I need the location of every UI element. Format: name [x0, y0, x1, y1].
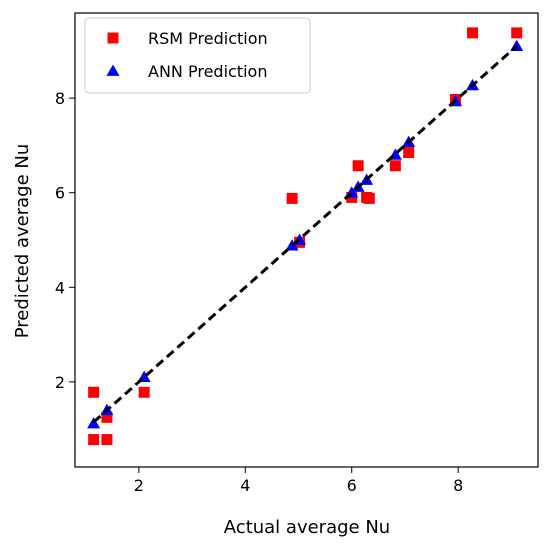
x-axis-label: Actual average Nu [224, 517, 390, 538]
reference-line [92, 44, 518, 424]
rsm-point [352, 160, 364, 172]
x-tick-label: 6 [347, 476, 357, 495]
x-tick-label: 8 [453, 476, 463, 495]
rsm-point [389, 160, 401, 172]
x-tick-label: 2 [134, 476, 144, 495]
rsm-point [511, 27, 523, 39]
rsm-point [101, 411, 113, 423]
legend-rsm-marker [107, 32, 119, 44]
rsm-point [101, 434, 113, 446]
rsm-point [88, 434, 100, 446]
rsm-point [403, 147, 415, 159]
rsm-point [286, 192, 298, 204]
y-tick-label: 2 [55, 373, 65, 392]
x-tick-label: 4 [240, 476, 250, 495]
legend-ann-label: ANN Prediction [148, 62, 267, 81]
legend-box [84, 17, 311, 94]
ann-point [87, 416, 101, 429]
rsm-point [363, 192, 375, 204]
rsm-point [138, 386, 150, 398]
rsm-point [467, 27, 479, 39]
legend-ann-marker [106, 64, 120, 76]
rsm-point [88, 386, 100, 398]
y-tick-label: 6 [55, 184, 65, 203]
y-tick-label: 8 [55, 89, 65, 108]
legend: RSM Prediction ANN Prediction [84, 17, 311, 94]
y-tick-label: 4 [55, 278, 65, 297]
legend-rsm-label: RSM Prediction [148, 29, 268, 48]
y-axis-label: Predicted average Nu [12, 144, 33, 339]
